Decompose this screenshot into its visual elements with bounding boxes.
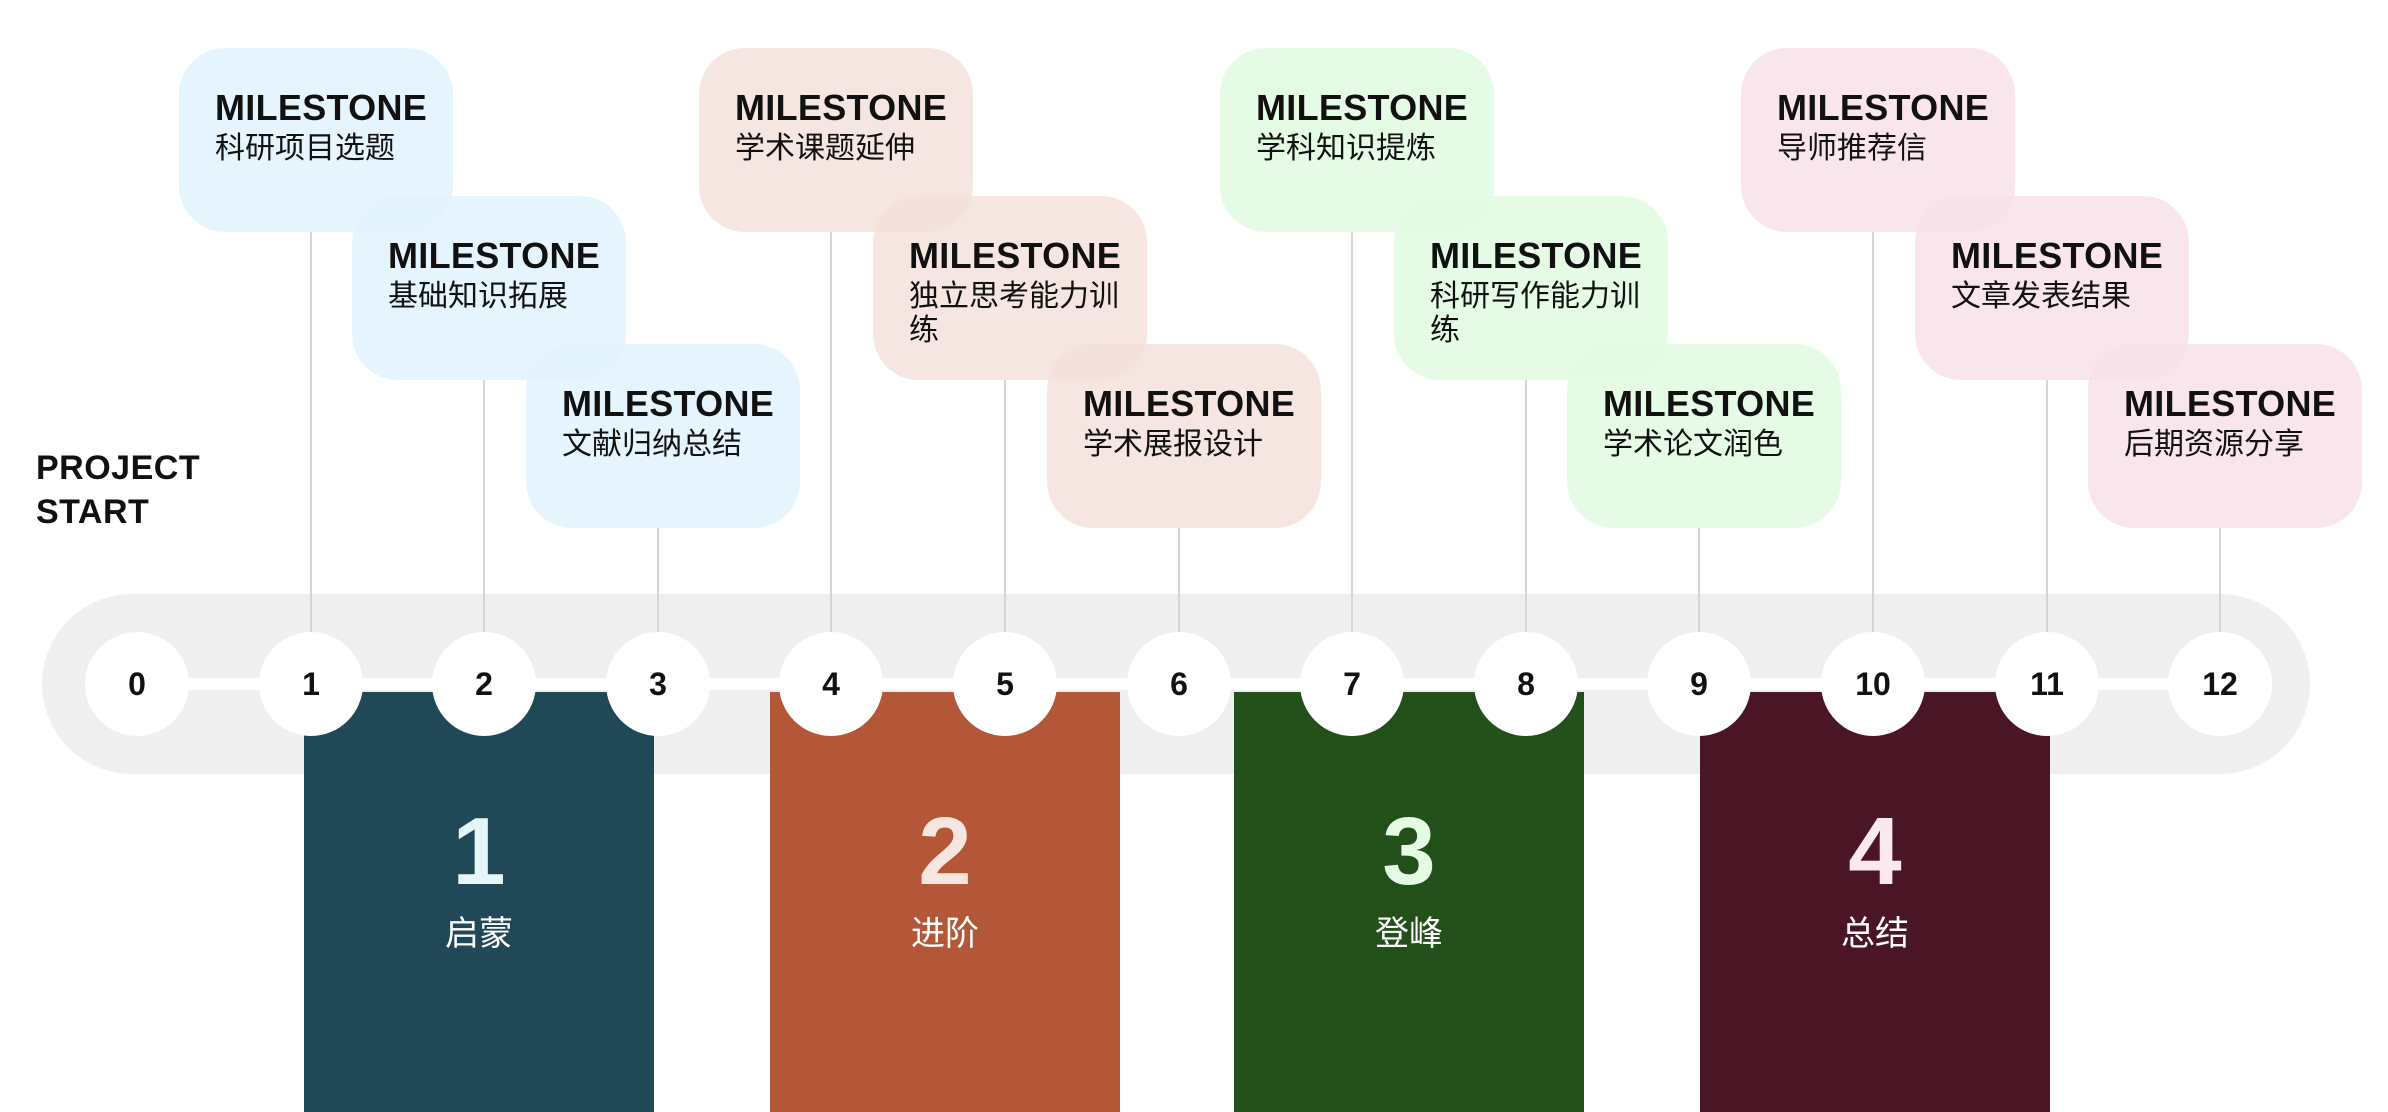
- step-circle-1: 1: [259, 632, 363, 736]
- step-circle-10: 10: [1821, 632, 1925, 736]
- milestone-title: MILESTONE: [909, 235, 1122, 276]
- step-number: 10: [1855, 665, 1891, 702]
- milestone-connector: [1178, 528, 1180, 684]
- step-number: 5: [996, 665, 1014, 702]
- milestone-title: MILESTONE: [1430, 235, 1643, 276]
- milestone-connector: [1004, 380, 1006, 684]
- milestone-connector: [483, 380, 485, 684]
- milestone-connector: [2219, 528, 2221, 684]
- phase-block-1: 1 启蒙: [304, 692, 654, 1112]
- milestone-connector: [2046, 380, 2048, 684]
- step-number: 3: [649, 665, 667, 702]
- milestone-description: 学术论文润色: [1603, 428, 1783, 461]
- step-number: 12: [2202, 665, 2238, 702]
- step-circle-5: 5: [953, 632, 1057, 736]
- step-circle-8: 8: [1474, 632, 1578, 736]
- milestone-description: 学科知识提炼: [1256, 132, 1436, 165]
- step-circle-0: 0: [85, 632, 189, 736]
- milestone-card-9: MILESTONE 学术论文润色: [1567, 344, 1841, 528]
- step-number: 1: [302, 665, 320, 702]
- milestone-description: 基础知识拓展: [388, 280, 568, 313]
- step-circle-4: 4: [779, 632, 883, 736]
- step-number: 0: [128, 665, 146, 702]
- milestone-title: MILESTONE: [735, 87, 948, 128]
- step-circle-12: 12: [2168, 632, 2272, 736]
- milestone-connector: [310, 232, 312, 684]
- step-circle-7: 7: [1300, 632, 1404, 736]
- milestone-title: MILESTONE: [388, 235, 601, 276]
- milestone-card-12: MILESTONE 后期资源分享: [2088, 344, 2362, 528]
- milestone-title: MILESTONE: [1083, 383, 1296, 424]
- milestone-title: MILESTONE: [1256, 87, 1469, 128]
- phase-number: 3: [1382, 798, 1436, 905]
- milestone-description: 文献归纳总结: [562, 428, 742, 461]
- phase-label: 进阶: [911, 915, 979, 953]
- milestone-description: 科研写作能力训练: [1430, 280, 1640, 347]
- milestone-card-6: MILESTONE 学术展报设计: [1047, 344, 1321, 528]
- milestone-description: 学术课题延伸: [735, 132, 915, 165]
- step-number: 8: [1517, 665, 1535, 702]
- step-circle-9: 9: [1647, 632, 1751, 736]
- milestone-title: MILESTONE: [215, 87, 428, 128]
- phase-label: 总结: [1841, 915, 1909, 953]
- milestone-description: 科研项目选题: [215, 132, 395, 165]
- milestone-card-2: MILESTONE 基础知识拓展: [352, 196, 626, 380]
- phase-number: 1: [452, 798, 506, 905]
- milestone-title: MILESTONE: [1603, 383, 1816, 424]
- milestone-description: 学术展报设计: [1083, 428, 1263, 461]
- milestone-title: MILESTONE: [562, 383, 775, 424]
- phase-label: 登峰: [1375, 915, 1443, 953]
- phase-number: 4: [1848, 798, 1902, 905]
- step-circle-2: 2: [432, 632, 536, 736]
- milestone-description: 独立思考能力训练: [909, 280, 1119, 347]
- project-start-label: PROJECT START: [36, 449, 201, 531]
- milestone-description: 文章发表结果: [1951, 280, 2131, 313]
- step-number: 9: [1690, 665, 1708, 702]
- step-circle-11: 11: [1995, 632, 2099, 736]
- milestone-title: MILESTONE: [1777, 87, 1990, 128]
- step-circle-3: 3: [606, 632, 710, 736]
- milestone-connector: [1698, 528, 1700, 684]
- phase-block-3: 3 登峰: [1234, 692, 1584, 1112]
- milestone-connector: [1351, 232, 1353, 684]
- phase-block-4: 4 总结: [1700, 692, 2050, 1112]
- step-number: 11: [2030, 665, 2064, 702]
- milestone-connector: [1872, 232, 1874, 684]
- milestone-description: 导师推荐信: [1777, 132, 1927, 165]
- milestone-connector: [830, 232, 832, 684]
- step-number: 2: [475, 665, 493, 702]
- step-number: 7: [1343, 665, 1361, 702]
- phase-block-2: 2 进阶: [770, 692, 1120, 1112]
- milestone-connector: [1525, 380, 1527, 684]
- phase-number: 2: [918, 798, 972, 905]
- step-number: 6: [1170, 665, 1188, 702]
- milestone-description: 后期资源分享: [2124, 428, 2304, 461]
- phase-label: 启蒙: [445, 915, 513, 953]
- step-circle-6: 6: [1127, 632, 1231, 736]
- step-number: 4: [822, 665, 840, 702]
- milestone-card-3: MILESTONE 文献归纳总结: [526, 344, 800, 528]
- milestone-title: MILESTONE: [1951, 235, 2164, 276]
- milestone-connector: [657, 528, 659, 684]
- milestone-title: MILESTONE: [2124, 383, 2337, 424]
